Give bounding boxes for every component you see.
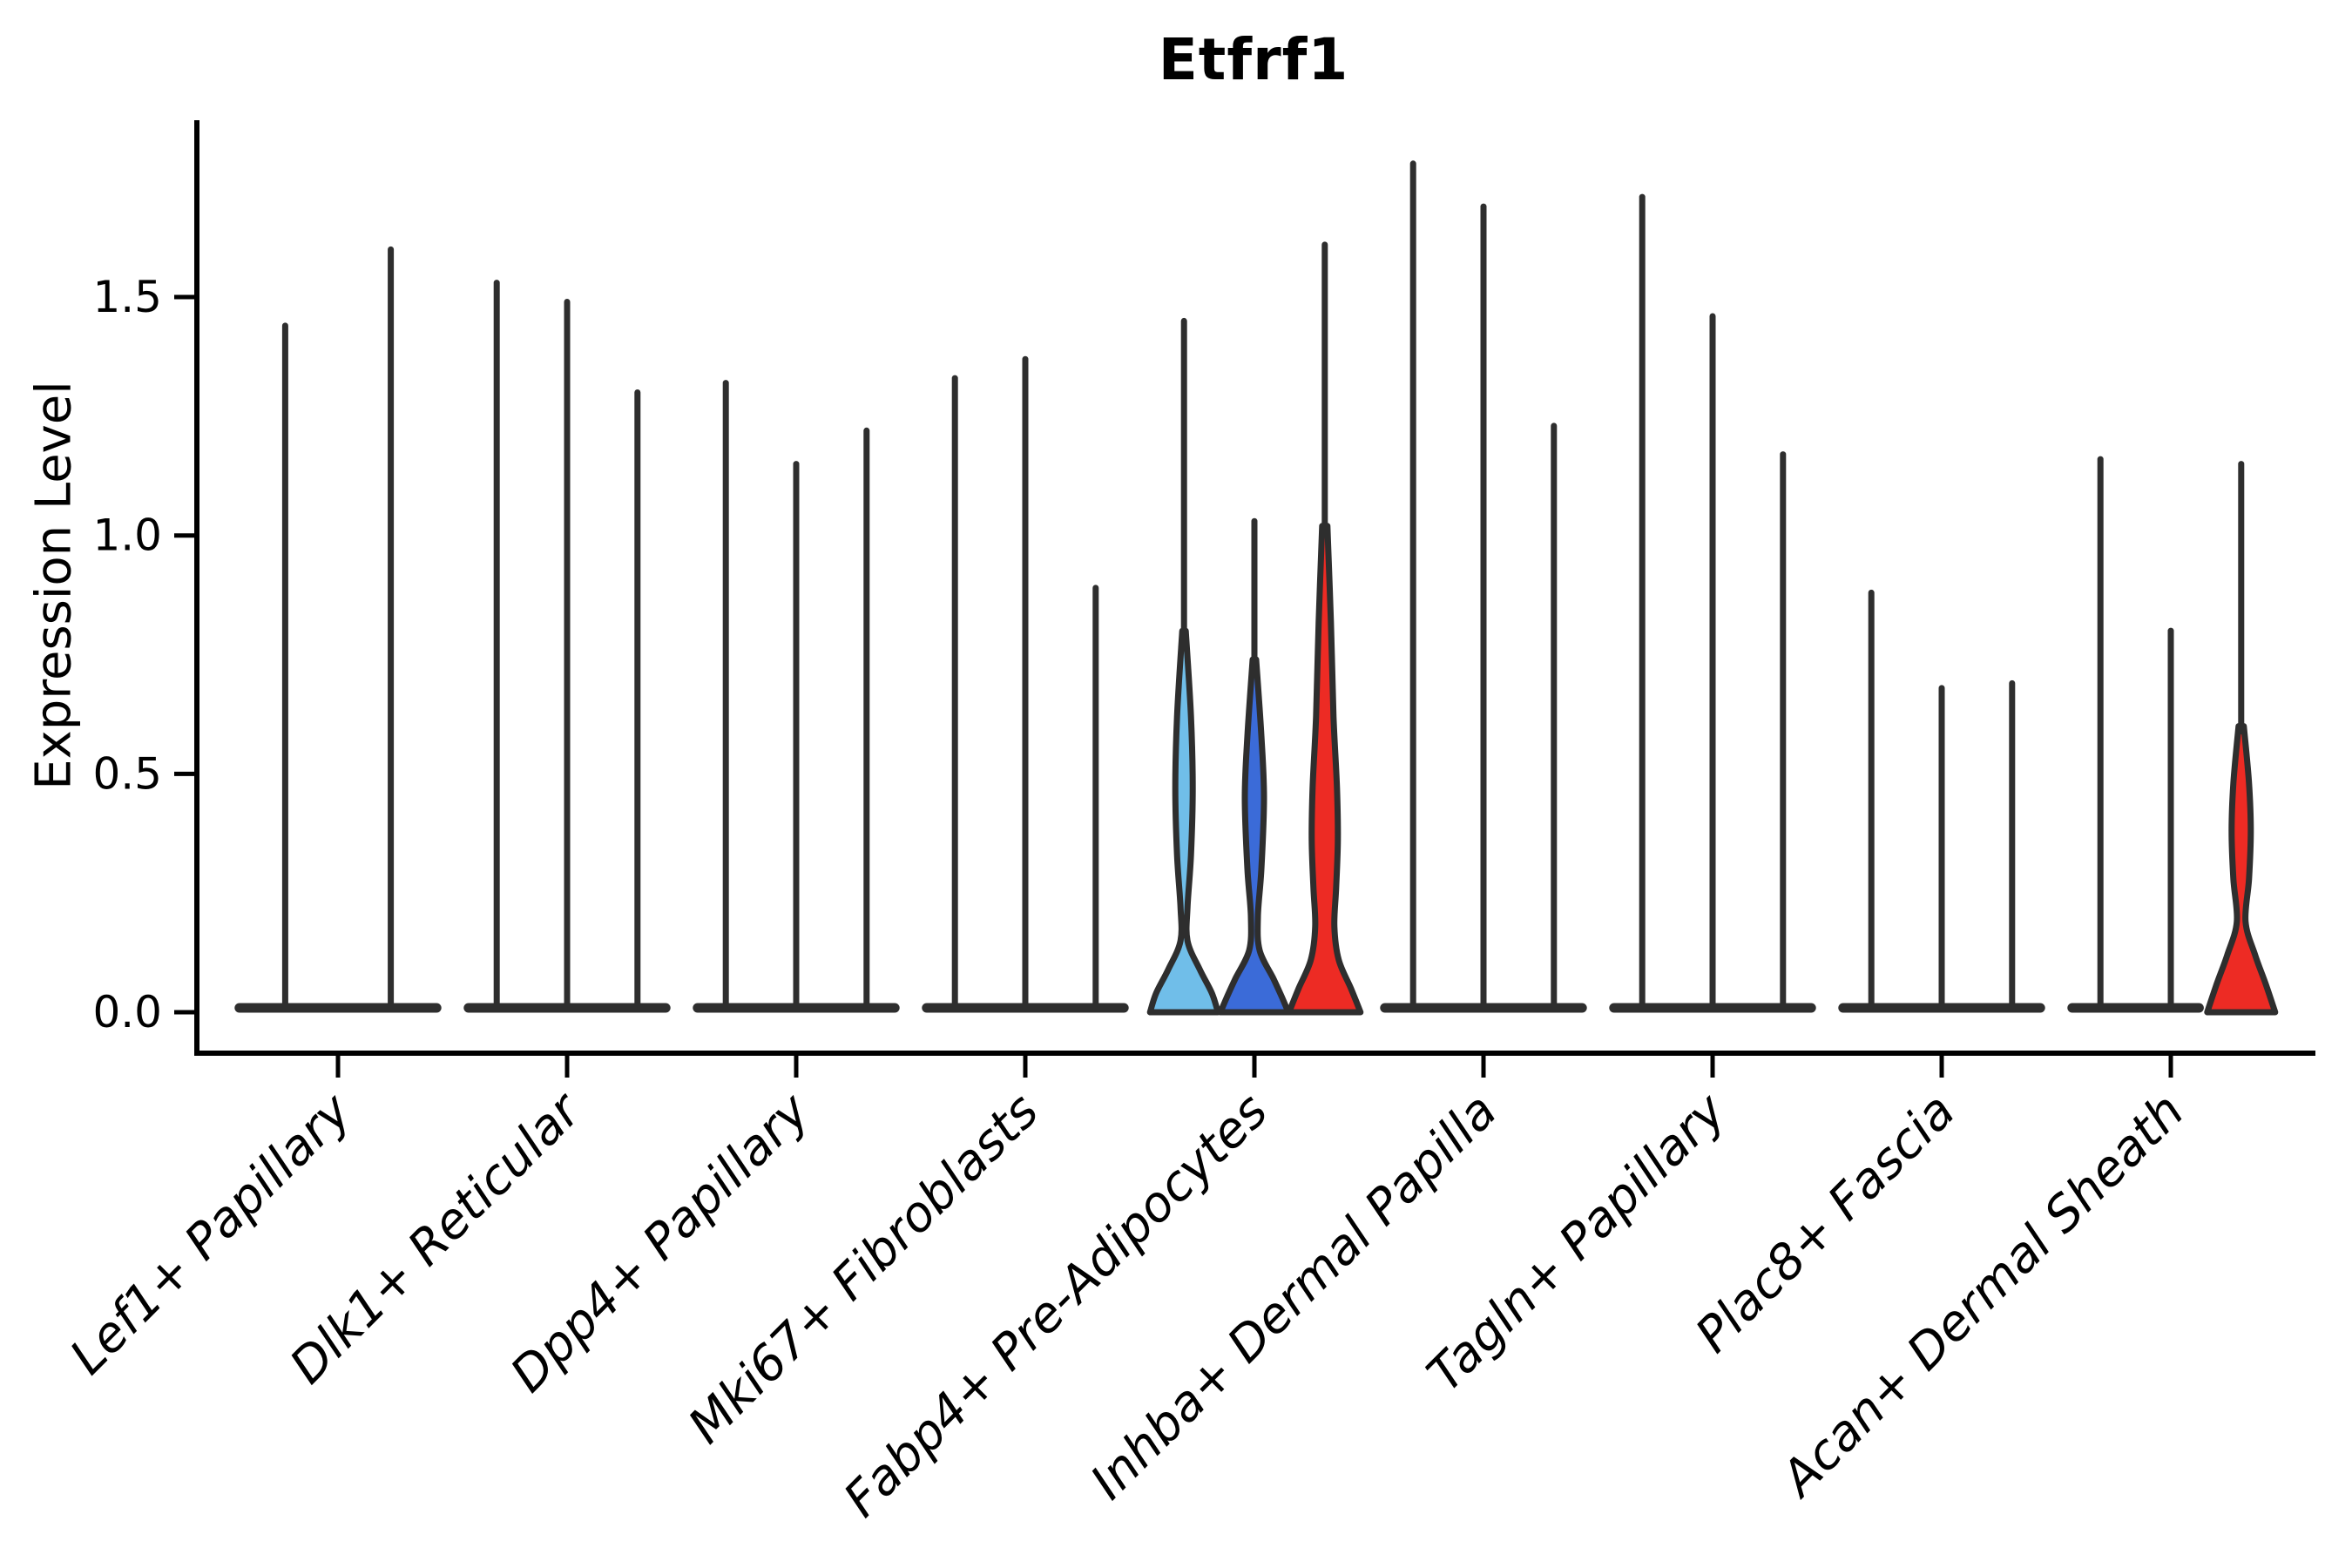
violin-body bbox=[1217, 656, 1292, 1016]
violin-body bbox=[2204, 723, 2279, 1016]
x-tick-label: Fabp4+ Pre-Adipocytes bbox=[834, 1083, 1279, 1528]
x-tick-label: Acan+ Dermal Sheath bbox=[1769, 1083, 2195, 1509]
violin-body bbox=[1146, 627, 1221, 1016]
violin-body bbox=[1286, 523, 1364, 1016]
y-tick-label: 0.0 bbox=[92, 987, 162, 1037]
chart-title: Etfrf1 bbox=[1158, 26, 1349, 93]
x-tick-label: Inhba+ Dermal Papilla bbox=[1080, 1083, 1508, 1511]
y-tick-label: 0.5 bbox=[92, 748, 162, 799]
y-tick-label: 1.5 bbox=[92, 272, 162, 322]
y-tick-label: 1.0 bbox=[92, 510, 162, 561]
